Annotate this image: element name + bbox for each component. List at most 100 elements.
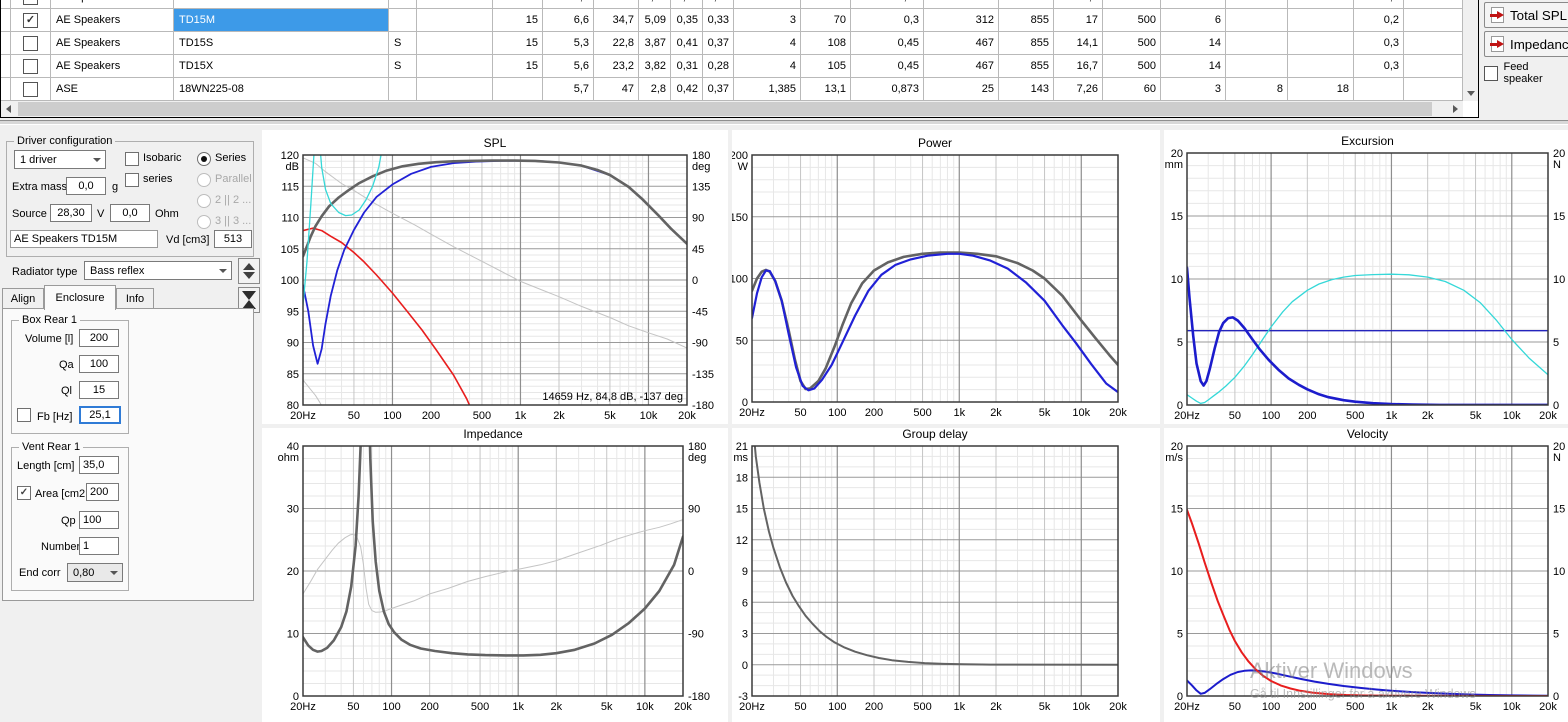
parallel-radio[interactable] [197,173,211,187]
y2-tick-label: -90 [688,629,704,641]
x-tick-label: 100 [383,410,401,422]
length-field[interactable]: 35,0 [79,456,119,474]
power-chart[interactable]: Power 0 50 100 150 200 W 20Hz 50 100 200 500 1k 2k 5k 1… [730,130,1160,424]
value-cell: 0,2 [1354,9,1404,32]
brand-cell[interactable]: AE Speakers [51,9,174,32]
y2-tick-label: 90 [692,213,704,225]
row-checkbox[interactable] [23,0,38,5]
x-tick-label: 200 [420,701,438,713]
export-arrow-icon [1490,36,1504,52]
value-cell: 21 [594,0,639,9]
ql-field[interactable]: 15 [79,381,119,399]
y2-tick-label: -180 [692,400,714,412]
reorder-spinner-button[interactable] [238,258,260,284]
excursion-chart[interactable]: Excursion 0 5 10 15 20 mm 0 5 10 15 20 N 20Hz 50 100 200… [1164,130,1568,424]
impedance-button[interactable]: Impedance [1484,31,1568,57]
volume-field[interactable]: 200 [79,329,119,347]
isobaric-checkbox[interactable] [125,152,139,166]
model-cell[interactable]: TD15M [174,9,389,32]
flag-cell [389,9,417,32]
y-axis-unit: ohm [278,452,299,464]
scroll-left-button[interactable] [1,101,17,117]
scroll-down-button[interactable] [1463,85,1478,101]
velocity-chart[interactable]: Velocity 0 5 10 15 20 m/s 0 5 10 15 20 N 20Hz 50 100 200… [1164,427,1568,722]
row-checkbox[interactable] [23,59,38,74]
end-corr-select[interactable]: 0,80 [67,563,123,582]
x-tick-label: 200 [865,407,883,419]
brand-cell[interactable]: AE Speakers [51,0,174,9]
driver-count-value: 1 driver [20,154,57,166]
x-tick-label: 5k [1039,407,1051,419]
total-spl-button-label: Total SPL [1510,7,1568,23]
value-cell: 467 [924,55,999,78]
value-cell: 0,3 [851,9,924,32]
tab-info[interactable]: Info [116,288,154,309]
fb-field[interactable]: 25,1 [79,406,121,424]
series-radio[interactable] [197,152,211,166]
value-cell: 5,7 [543,78,594,101]
x-tick-label: 1k [512,701,524,713]
model-cell[interactable]: TD15S [174,32,389,55]
row-checkbox[interactable] [23,82,38,97]
qa-field[interactable]: 100 [79,355,119,373]
series-impedance [303,446,683,657]
value-cell: 0,3 [1354,55,1404,78]
source-resistance-field[interactable]: 0,0 [110,204,150,222]
value-cell: 2,8 [639,78,671,101]
value-cell: 22,8 [594,32,639,55]
voltage-unit: V [97,208,105,220]
y-tick-label: 0 [293,691,299,703]
x-tick-label: 200 [865,701,883,713]
table-row[interactable]: AE SpeakersTD15HS 156,5214,230,270,264125… [1,0,1463,9]
series-checkbox-label: series [143,173,173,185]
value-cell: 5,09 [639,9,671,32]
value-cell [1288,9,1354,32]
scroll-right-button[interactable] [1447,101,1463,117]
total-spl-button[interactable]: Total SPL [1484,2,1568,28]
extra-mass-field[interactable]: 0,0 [66,177,106,195]
model-cell[interactable]: TD15X [174,55,389,78]
number-field[interactable]: 1 [79,537,119,555]
y-tick-label: 105 [281,244,299,256]
brand-cell[interactable]: AE Speakers [51,55,174,78]
horizontal-scroll-thumb[interactable] [18,102,1432,116]
two-parallel-radio[interactable] [197,194,211,208]
spl-chart[interactable]: SPL 80 85 90 95 100 105 110 115 120 dB -180 -135 -90 -… [262,130,728,424]
area-field[interactable]: 200 [86,483,119,501]
impedance-chart[interactable]: Impedance 0 10 20 30 40 ohm -180 -90 0 90 180 deg 20H… [262,427,728,722]
table-row[interactable]: AE Speakers TD15S S 15 5,3 22,8 3,87 0,41 0,37 4 1… [1,32,1463,55]
table-vertical-scrollbar[interactable] [1463,0,1478,101]
model-cell[interactable]: 18WN225-08 [174,78,389,101]
driver-name-field[interactable]: AE Speakers TD15M [10,230,158,248]
qp-field[interactable]: 100 [79,511,119,529]
y-tick-label: 10 [1171,274,1183,286]
area-checkbox[interactable]: ✓ [17,486,31,500]
table-row[interactable]: AE Speakers TD15X S 15 5,6 23,2 3,82 0,31 0,28 4 1… [1,55,1463,78]
feed-speaker-checkbox[interactable]: Feed speaker [1484,61,1568,85]
x-tick-label: 20k [674,701,692,713]
row-checkbox[interactable]: ✓ [23,13,38,28]
table-row[interactable]: ASE 18WN225-08 5,7 47 2,8 0,42 0,37 1,385 13,1 0,… [1,78,1463,101]
collapse-button[interactable] [238,287,260,313]
series-checkbox[interactable] [125,173,139,187]
x-tick-label: 20k [1539,410,1557,422]
radiator-type-select[interactable]: Bass reflex [84,261,232,280]
export-arrow-icon [1490,7,1504,23]
table-horizontal-scrollbar[interactable] [1,101,1463,117]
tab-align[interactable]: Align [2,288,44,309]
y2-tick-label: 0 [692,275,698,287]
row-checkbox[interactable] [23,36,38,51]
vd-field[interactable]: 513 [214,230,252,248]
y-tick-label: 12 [736,535,748,547]
group-delay-chart[interactable]: Group delay -3 0 3 6 9 12 15 18 21 ms 20Hz 50 100 200 5… [732,427,1160,722]
source-voltage-field[interactable]: 28,30 [50,204,92,222]
driver-count-select[interactable]: 1 driver [14,150,106,169]
brand-cell[interactable]: ASE [51,78,174,101]
tab-enclosure[interactable]: Enclosure [44,285,116,310]
fb-checkbox[interactable] [17,408,31,422]
brand-cell[interactable]: AE Speakers [51,32,174,55]
model-cell[interactable]: TD15H [174,0,389,9]
value-cell: 17 [1054,9,1103,32]
table-row[interactable]: ✓ AE Speakers TD15M 15 6,6 34,7 5,09 0,35 0,33 3 7… [1,9,1463,32]
three-parallel-radio[interactable] [197,215,211,229]
